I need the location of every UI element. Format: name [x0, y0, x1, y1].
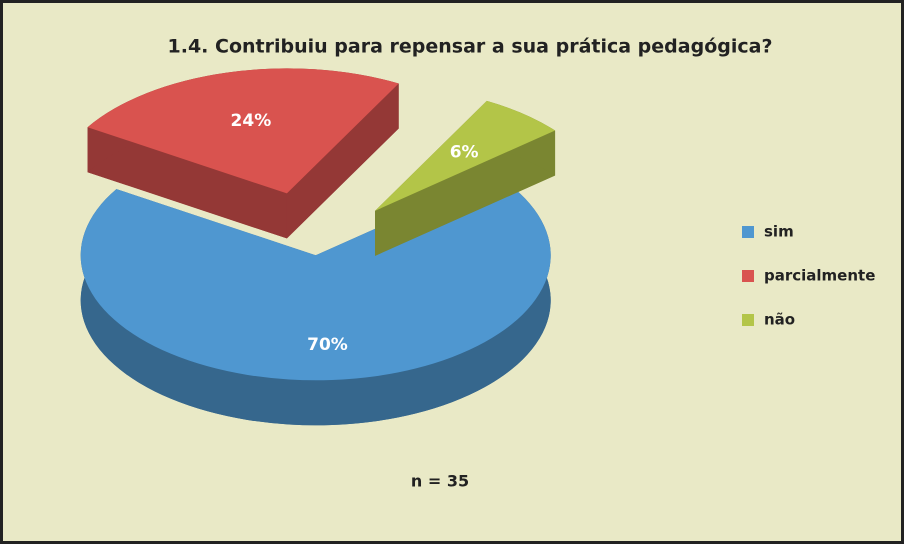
legend-swatch	[742, 314, 754, 326]
legend-label: sim	[764, 223, 794, 241]
legend-label: não	[764, 311, 795, 329]
value-label: 24%	[231, 111, 272, 131]
slice-side	[87, 127, 287, 239]
slice	[87, 68, 399, 194]
legend-swatch	[742, 226, 754, 238]
chart-title: 1.4. Contribuiu para repensar a sua prát…	[168, 36, 773, 58]
slice	[375, 100, 556, 211]
legend-label: parcialmente	[764, 267, 875, 285]
value-label: 6%	[450, 143, 479, 163]
slice-side	[375, 130, 556, 256]
slice-side	[286, 83, 399, 239]
annotation: n = 35	[411, 472, 469, 491]
value-label: 70%	[307, 335, 348, 355]
legend-swatch	[742, 270, 754, 282]
